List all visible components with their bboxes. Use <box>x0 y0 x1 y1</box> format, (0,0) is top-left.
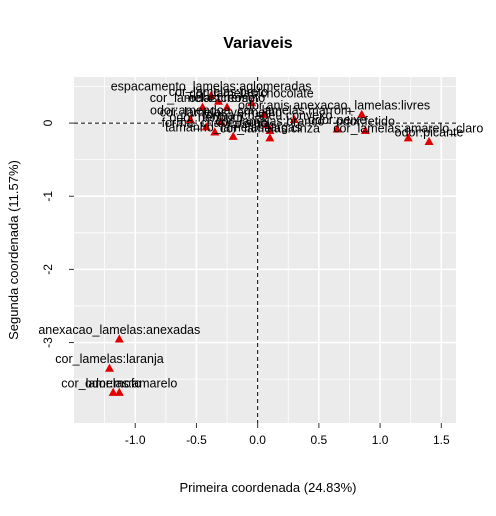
data-point-label: cor_lamelas:creme <box>150 91 256 105</box>
data-point-label: cor_lamelas:vermelho <box>160 106 282 120</box>
grid-lines <box>74 77 456 423</box>
data-point-label: cor_lamelas:laranja <box>55 352 163 366</box>
data-point-label: cor_lamelas:branco <box>215 114 324 128</box>
y-tick-label: 0 <box>41 119 55 126</box>
data-point-label: odor:anis <box>238 98 289 112</box>
axis-ticks: -1.0 -0.5 0.0 0.5 1.0 1.5 0 -1 -2 -3 <box>41 119 450 447</box>
data-point-marker <box>289 114 299 124</box>
data-point-marker <box>228 131 238 140</box>
data-point-marker <box>332 124 342 133</box>
data-point-marker <box>357 109 367 118</box>
data-point-marker <box>198 102 208 111</box>
x-tick-label: -1.0 <box>125 433 146 447</box>
data-point-marker <box>265 125 275 134</box>
data-point-label: forma_chapeu:convexo <box>202 109 332 123</box>
data-point-marker <box>216 117 226 126</box>
data-point-label: cor_lamelas:chocolate <box>189 87 313 101</box>
x-tick-label: 0.5 <box>311 433 328 447</box>
data-point-label: odor:mofo <box>85 376 141 390</box>
plot-background <box>74 77 456 423</box>
data-point-label: cor_lamelas:cinza <box>220 122 320 136</box>
data-point-marker <box>222 102 232 111</box>
data-point-label: odor:amendoa <box>150 103 231 117</box>
data-point-marker <box>210 127 220 136</box>
data-point-label: odor:picante <box>395 125 464 139</box>
data-point-marker <box>114 387 124 396</box>
data-point-marker <box>185 114 195 124</box>
data-point-marker <box>424 136 434 145</box>
y-tick-label: -2 <box>41 264 55 275</box>
data-point-marker <box>262 120 272 129</box>
y-tick-label: -1 <box>41 191 55 202</box>
x-tick-label: -0.5 <box>186 433 207 447</box>
data-point-label: cor_lamelas:amarelo_claro <box>333 122 483 136</box>
data-point-label: cor_lamelas:preto <box>169 85 268 99</box>
data-points <box>105 90 434 396</box>
data-point-marker <box>105 363 115 372</box>
data-point-marker <box>114 334 124 343</box>
x-tick-label: 0.0 <box>249 433 266 447</box>
data-point-marker <box>247 98 257 107</box>
data-point-label: anexacao_lamelas:livres <box>293 98 430 112</box>
data-point-marker <box>403 133 413 142</box>
data-point-label: odor:creosoto <box>189 91 265 105</box>
chart-title: Variaveis <box>223 35 293 52</box>
data-point-label: forma_chapeu:sino <box>162 116 268 130</box>
data-point-label: tamanho_lamelas:largas <box>165 120 301 134</box>
data-point-label: cor_lamelas:marrom <box>237 103 351 117</box>
data-point-label: odor:fetido <box>336 114 395 128</box>
data-point-label: odor:nenhum <box>169 111 243 125</box>
x-axis-label: Primeira coordenada (24.83%) <box>179 480 356 495</box>
data-point-label: cor_lamelas:amarelo <box>61 376 177 390</box>
data-point-marker <box>201 122 211 131</box>
data-point-marker <box>108 387 118 396</box>
y-axis-label: Segunda coordenada (11.57%) <box>6 160 21 340</box>
point-labels: anexacao_lamelas:anexadas cor_lamelas:lar… <box>38 79 483 390</box>
x-tick-label: 1.5 <box>433 433 450 447</box>
data-point-label: odor:peixe <box>308 113 366 127</box>
data-point-label: espacamento_lamelas:aglomeradas <box>111 79 312 93</box>
y-tick-label: -3 <box>41 337 55 348</box>
data-point-marker <box>213 96 223 105</box>
x-tick-label: 1.0 <box>372 433 389 447</box>
data-point-marker <box>360 125 370 134</box>
data-point-label: anexacao_lamelas:anexadas <box>38 323 200 337</box>
data-point-marker <box>259 109 269 118</box>
data-point-marker <box>265 133 275 142</box>
data-point-marker <box>206 90 216 99</box>
reference-lines <box>74 77 456 423</box>
